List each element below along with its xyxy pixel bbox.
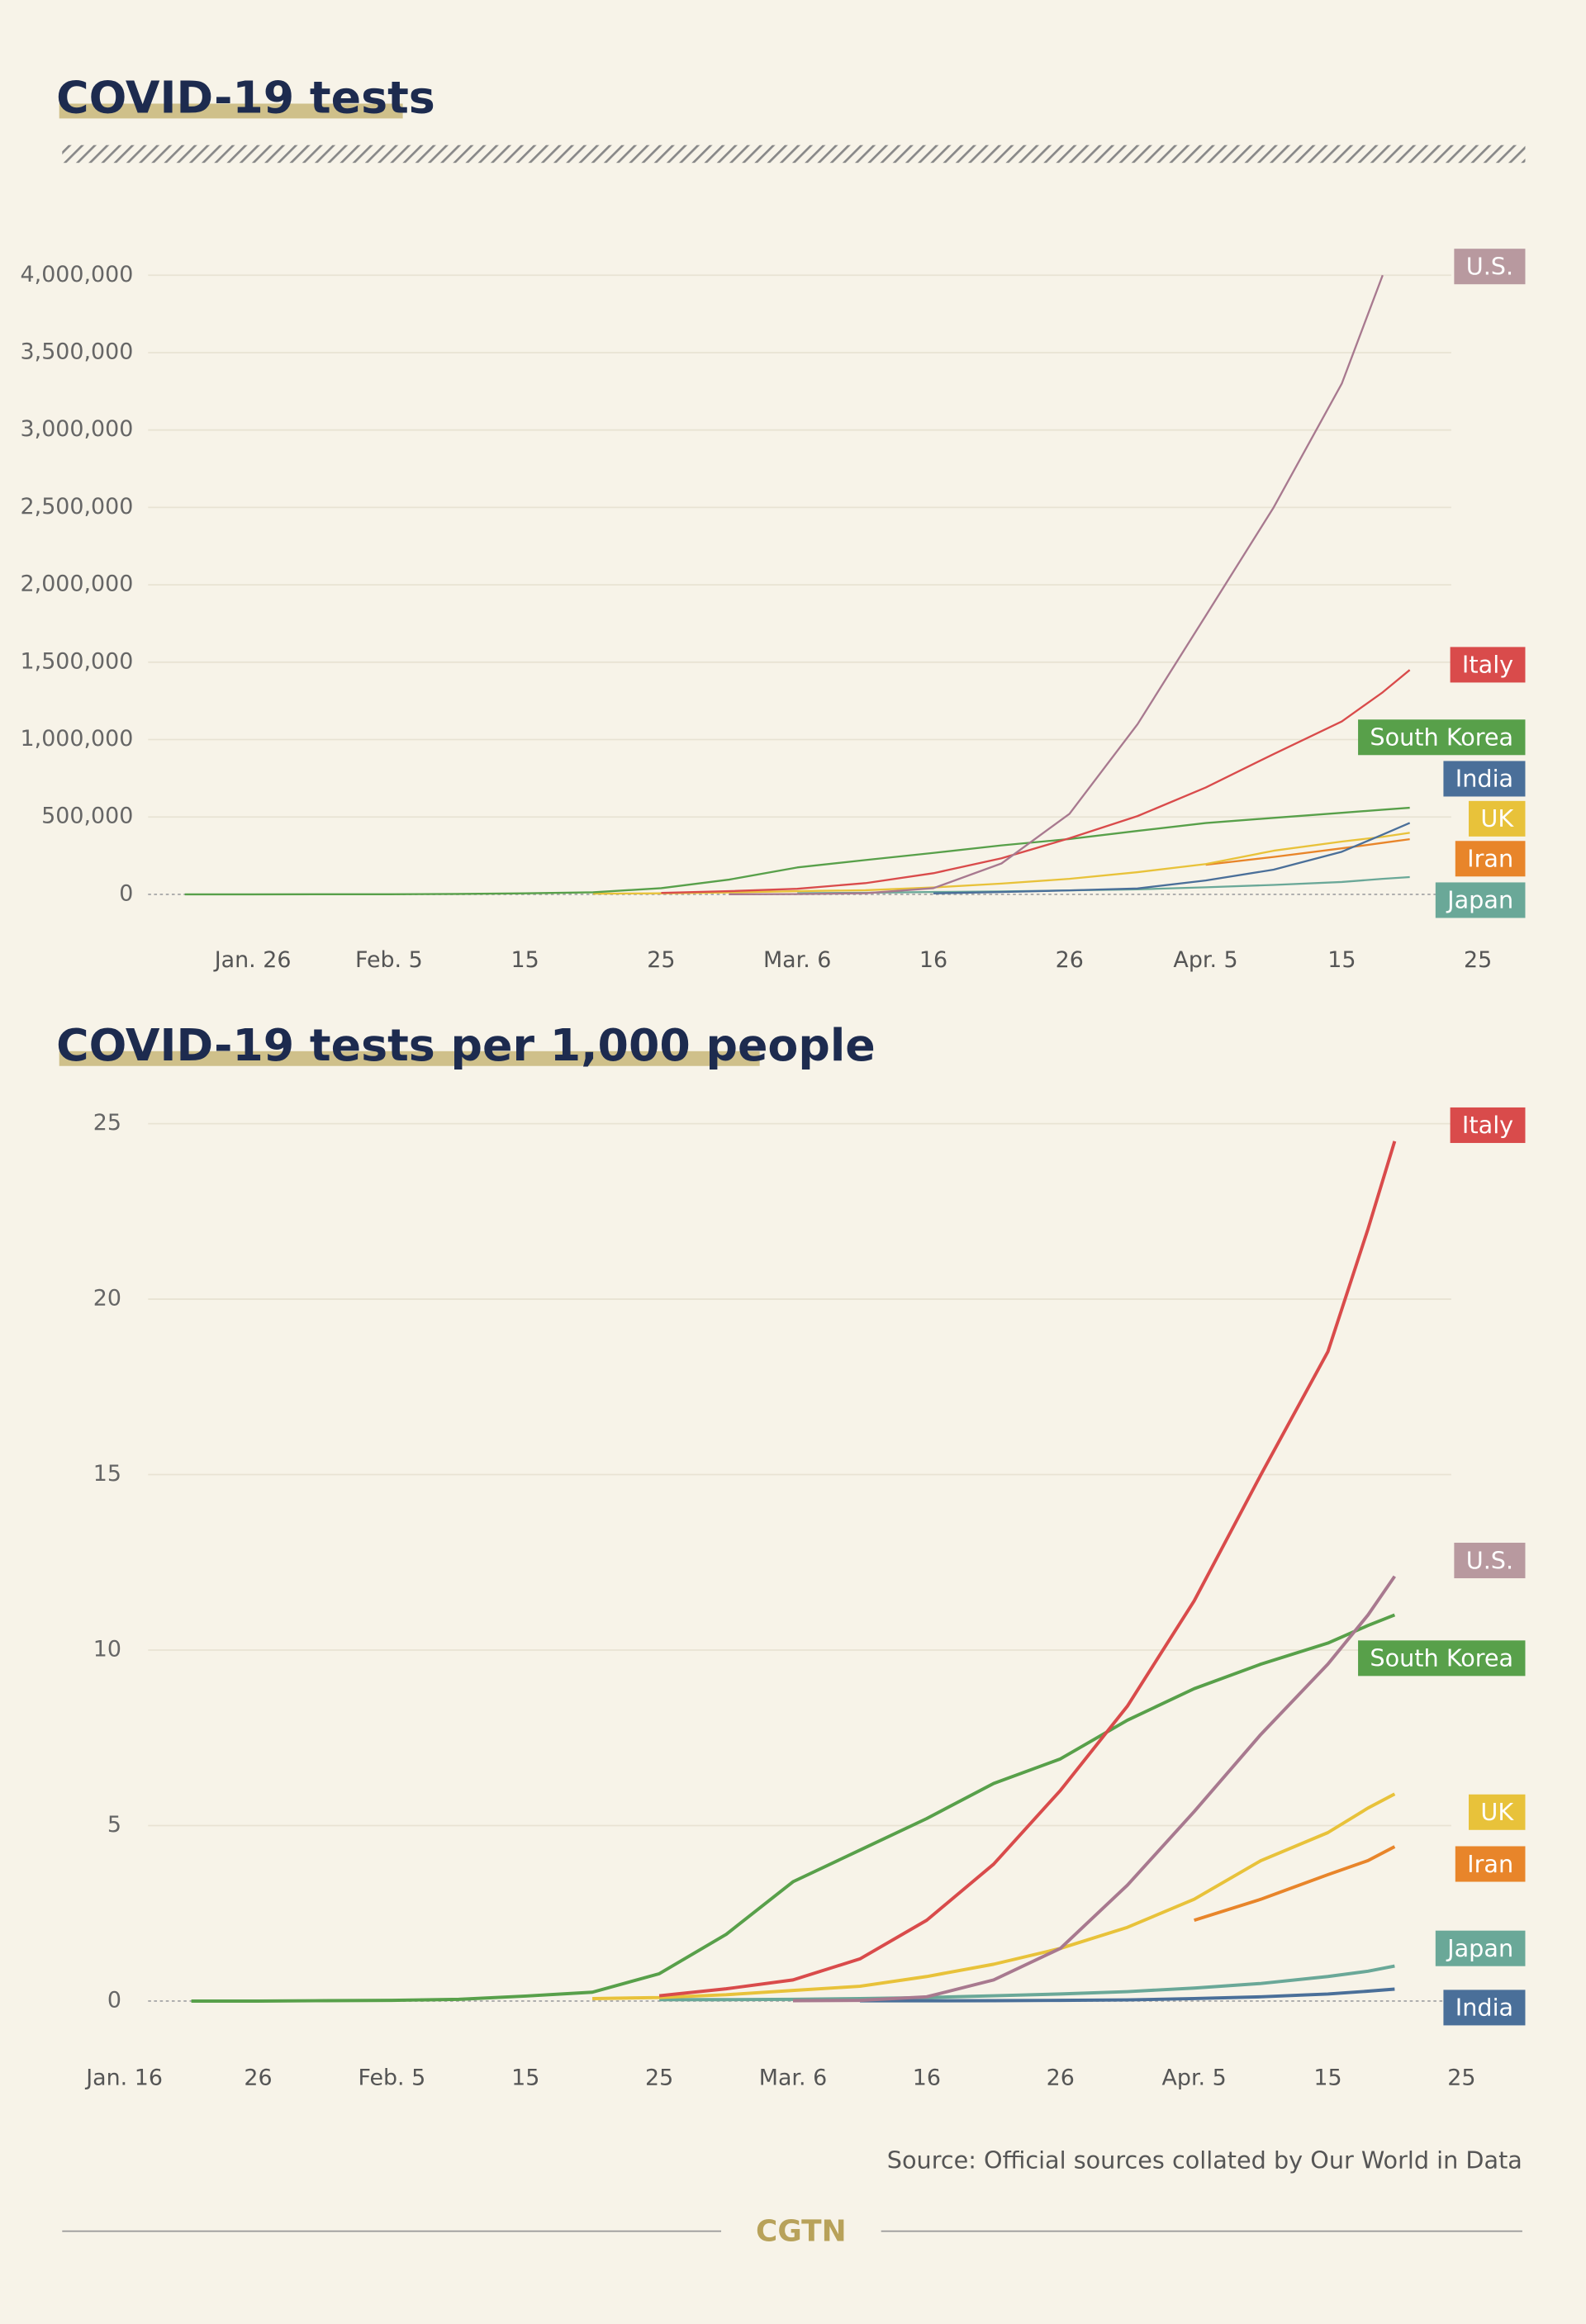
legend-label: Iran	[1467, 845, 1513, 873]
y-tick-label: 4,000,000	[21, 262, 134, 287]
legend-label: U.S.	[1466, 1546, 1513, 1574]
legend-label: Italy	[1462, 1111, 1513, 1139]
title-underline	[59, 103, 403, 119]
legend-label: India	[1455, 765, 1513, 793]
chart-title: COVID-19 tests per 1,000 people	[56, 1019, 876, 1071]
x-tick-label: Mar. 6	[759, 2065, 827, 2090]
x-tick-label: 25	[1464, 947, 1492, 973]
legend-box	[1455, 1846, 1526, 1882]
y-tick-label: 20	[93, 1286, 121, 1311]
y-tick-label: 1,000,000	[21, 726, 134, 752]
x-tick-label: 15	[511, 947, 539, 973]
y-tick-label: 2,500,000	[21, 494, 134, 519]
x-tick-label: Feb. 5	[358, 2065, 425, 2090]
series-line	[1205, 837, 1410, 866]
x-tick-label: Jan. 26	[213, 947, 292, 973]
series-line	[933, 822, 1411, 894]
legend-box	[1450, 647, 1526, 683]
x-tick-label: Apr. 5	[1173, 947, 1237, 973]
y-tick-label: 3,500,000	[21, 339, 134, 364]
legend-box	[1469, 800, 1526, 837]
y-tick-label: 0	[107, 1987, 121, 2013]
x-tick-label: 25	[645, 2065, 673, 2090]
legend-box	[1454, 1542, 1526, 1579]
legend-label: Iran	[1467, 1850, 1513, 1878]
legend-box	[1435, 1930, 1526, 1966]
hatch-bar	[62, 145, 1526, 164]
x-tick-label: 16	[913, 2065, 941, 2090]
legend-box	[1358, 719, 1526, 756]
x-tick-label: 25	[1447, 2065, 1475, 2090]
y-tick-label: 500,000	[41, 804, 133, 829]
legend-label: South Korea	[1370, 1644, 1513, 1672]
series-line	[658, 1141, 1397, 1998]
series-line	[729, 274, 1384, 895]
legend-box	[1443, 1990, 1526, 2026]
legend-box	[1358, 1640, 1526, 1677]
legend-box	[1443, 761, 1526, 797]
source: Source: Official sources collated by Our…	[887, 2146, 1522, 2174]
legend-label: South Korea	[1370, 723, 1513, 752]
x-tick-label: Feb. 5	[355, 947, 423, 973]
series-line	[184, 806, 1410, 896]
legend-label: Italy	[1462, 651, 1513, 679]
x-tick-label: 26	[1047, 2065, 1075, 2090]
x-tick-label: 26	[1056, 947, 1084, 973]
y-tick-label: 1,500,000	[21, 648, 134, 674]
x-tick-label: 15	[511, 2065, 539, 2090]
y-tick-label: 2,000,000	[21, 572, 134, 597]
legend-label: UK	[1480, 804, 1514, 832]
y-tick-label: 0	[119, 880, 133, 906]
legend-box	[1455, 841, 1526, 877]
x-tick-label: Apr. 5	[1162, 2065, 1227, 2090]
y-tick-label: 10	[93, 1636, 121, 1662]
x-tick-label: 15	[1327, 947, 1356, 973]
y-tick-label: 3,000,000	[21, 416, 134, 442]
x-tick-label: 15	[1313, 2065, 1341, 2090]
series-line	[592, 832, 1410, 895]
series-line	[191, 1613, 1396, 2003]
legend-box	[1450, 1107, 1526, 1143]
series-line	[1194, 1845, 1396, 1923]
legend-box	[1435, 882, 1526, 918]
series-line	[860, 1987, 1395, 2003]
legend-box	[1454, 249, 1526, 285]
legend-label: U.S.	[1466, 252, 1513, 280]
y-tick-label: 15	[93, 1461, 121, 1487]
content: COVID-19 tests COVID-19 tests per 1,000 …	[21, 72, 1526, 2248]
legend-label: India	[1455, 1994, 1513, 2022]
series-line	[661, 669, 1411, 894]
x-tick-label: 25	[647, 947, 675, 973]
legend-box	[1469, 1794, 1526, 1830]
x-tick-label: 16	[919, 947, 947, 973]
x-tick-label: 26	[244, 2065, 272, 2090]
legend-label: UK	[1480, 1798, 1514, 1826]
x-tick-label: Mar. 6	[763, 947, 831, 973]
series-line	[792, 1575, 1396, 2003]
x-tick-label: Jan. 16	[84, 2065, 163, 2090]
series-line	[592, 1792, 1396, 2000]
y-tick-label: 5	[107, 1812, 121, 1838]
y-tick-label: 25	[93, 1110, 121, 1136]
legend-label: Japan	[1446, 1934, 1513, 1962]
chart-title: COVID-19 tests	[56, 72, 435, 124]
brand: CGTN	[756, 2214, 847, 2248]
legend-label: Japan	[1446, 886, 1513, 914]
title-underline	[59, 1051, 760, 1066]
